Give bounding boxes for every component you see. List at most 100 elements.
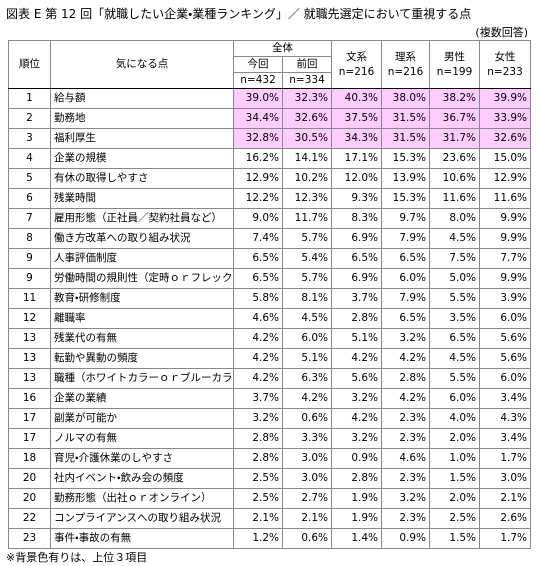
value-cell: 32.8% xyxy=(233,128,283,149)
value-cell: 23.6% xyxy=(429,148,480,169)
table-row: 20 勤務形態（出社ｏｒオンライン） 2.5% 2.7% 1.9% 3.2% 2.0% 2.1… xyxy=(8,488,531,509)
value-cell: 2.0% xyxy=(429,488,480,509)
table-row: 9 人事評価制度 6.5% 5.4% 6.5% 6.5% 7.5% 7.7% xyxy=(8,248,531,269)
table-body: 1 給与額 39.0% 32.3% 40.3% 38.0% 38.2% 39.9% 2 勤務地 34… xyxy=(8,88,531,549)
value-cell: 3.2% xyxy=(381,328,430,349)
column-n: n=216 xyxy=(387,65,424,78)
value-cell: 7.9% xyxy=(381,228,430,249)
value-cell: 5.1% xyxy=(331,328,382,349)
table-row: 22 コンプライアンスへの取り組み状況 2.1% 2.1% 1.9% 2.3% 2.5% 2.… xyxy=(8,508,531,529)
item-cell: 人事評価制度 xyxy=(50,248,234,269)
table-row: 23 事件・事故の有無 1.2% 0.6% 1.4% 0.9% 1.5% 1.7% xyxy=(8,528,531,549)
value-cell: 6.0% xyxy=(479,368,531,389)
value-cell: 1.9% xyxy=(331,488,382,509)
value-cell: 4.2% xyxy=(381,348,430,369)
rank-cell: 9 xyxy=(8,248,51,269)
value-cell: 2.1% xyxy=(479,488,531,509)
column-n: n=233 xyxy=(487,65,523,78)
rank-cell: 13 xyxy=(8,368,51,389)
table-row: 3 福利厚生 32.8% 30.5% 34.3% 31.5% 31.7% 32.6% xyxy=(8,128,531,149)
value-cell: 1.7% xyxy=(479,528,531,549)
value-cell: 0.6% xyxy=(282,528,332,549)
value-cell: 7.7% xyxy=(479,248,531,269)
value-cell: 1.5% xyxy=(429,468,480,489)
table-row: 12 離職率 4.6% 4.5% 2.8% 6.5% 3.5% 6.0% xyxy=(8,308,531,329)
value-cell: 3.7% xyxy=(331,288,382,309)
value-cell: 38.0% xyxy=(381,88,430,109)
header-cell: 男性 n=199 xyxy=(429,40,480,89)
value-cell: 6.5% xyxy=(233,268,283,289)
value-cell: 15.0% xyxy=(479,148,531,169)
value-cell: 2.3% xyxy=(381,468,430,489)
value-cell: 36.7% xyxy=(429,108,480,129)
value-cell: 34.3% xyxy=(331,128,382,149)
value-cell: 12.3% xyxy=(282,188,332,209)
value-cell: 32.6% xyxy=(479,128,531,149)
header-cell: 今回 xyxy=(233,56,283,73)
value-cell: 0.6% xyxy=(282,408,332,429)
value-cell: 30.5% xyxy=(282,128,332,149)
value-cell: 1.4% xyxy=(331,528,382,549)
table-row: 17 副業が可能か 3.2% 0.6% 4.2% 2.3% 4.0% 4.3% xyxy=(8,408,531,429)
header-cell: 理系 n=216 xyxy=(381,40,430,89)
value-cell: 11.6% xyxy=(429,188,480,209)
rank-cell: 20 xyxy=(8,468,51,489)
value-cell: 32.6% xyxy=(282,108,332,129)
item-cell: 残業時間 xyxy=(50,188,234,209)
value-cell: 5.5% xyxy=(429,368,480,389)
value-cell: 3.5% xyxy=(429,308,480,329)
value-cell: 1.9% xyxy=(331,508,382,529)
value-cell: 4.2% xyxy=(233,328,283,349)
header-cell: 文系 n=216 xyxy=(331,40,382,89)
value-cell: 13.9% xyxy=(381,168,430,189)
value-cell: 10.2% xyxy=(282,168,332,189)
item-cell: 転勤や異動の頻度 xyxy=(50,348,234,369)
value-cell: 3.7% xyxy=(233,388,283,409)
table-row: 1 給与額 39.0% 32.3% 40.3% 38.0% 38.2% 39.9% xyxy=(8,88,531,109)
table-row: 5 有休の取得しやすさ 12.9% 10.2% 12.0% 13.9% 10.6% 12.9% xyxy=(8,168,531,189)
value-cell: 5.1% xyxy=(282,348,332,369)
value-cell: 2.7% xyxy=(282,488,332,509)
value-cell: 2.8% xyxy=(331,468,382,489)
value-cell: 6.9% xyxy=(331,228,382,249)
value-cell: 5.0% xyxy=(429,268,480,289)
value-cell: 6.0% xyxy=(429,388,480,409)
value-cell: 15.3% xyxy=(381,148,430,169)
value-cell: 5.7% xyxy=(282,228,332,249)
table-row: 13 残業代の有無 4.2% 6.0% 5.1% 3.2% 6.5% 5.6% xyxy=(8,328,531,349)
value-cell: 1.2% xyxy=(233,528,283,549)
value-cell: 3.0% xyxy=(282,448,332,469)
value-cell: 16.2% xyxy=(233,148,283,169)
value-cell: 5.6% xyxy=(331,368,382,389)
item-cell: 有休の取得しやすさ xyxy=(50,168,234,189)
value-cell: 6.5% xyxy=(429,328,480,349)
value-cell: 40.3% xyxy=(331,88,382,109)
value-cell: 11.7% xyxy=(282,208,332,229)
value-cell: 5.8% xyxy=(233,288,283,309)
value-cell: 2.3% xyxy=(381,408,430,429)
value-cell: 31.7% xyxy=(429,128,480,149)
title: 図表 E 第 12 回「就職したい企業・業種ランキング」／ 就職先選定において重… xyxy=(6,7,472,21)
value-cell: 11.6% xyxy=(479,188,531,209)
value-cell: 2.8% xyxy=(233,448,283,469)
item-cell: 事件・事故の有無 xyxy=(50,528,234,549)
rank-cell: 11 xyxy=(8,288,51,309)
header-cell: 気になる点 xyxy=(50,40,234,89)
value-cell: 2.8% xyxy=(233,428,283,449)
value-cell: 6.5% xyxy=(331,248,382,269)
value-cell: 5.6% xyxy=(479,328,531,349)
value-cell: 4.2% xyxy=(331,348,382,369)
item-cell: 教育・研修制度 xyxy=(50,288,234,309)
header-row: 順位 気になる点 全体 文系 n=216 理系 n=216 男性 n=199 女性 n=233 xyxy=(8,40,531,89)
value-cell: 3.2% xyxy=(233,408,283,429)
value-cell: 4.6% xyxy=(381,448,430,469)
table-row: 7 雇用形態（正社員／契約社員など） 9.0% 11.7% 8.3% 9.7% 8.0% 9.… xyxy=(8,208,531,229)
value-cell: 6.3% xyxy=(282,368,332,389)
value-cell: 12.9% xyxy=(233,168,283,189)
value-cell: 3.4% xyxy=(479,428,531,449)
item-cell: 副業が可能か xyxy=(50,408,234,429)
column-label: 男性 xyxy=(444,50,465,63)
rank-cell: 17 xyxy=(8,408,51,429)
item-cell: コンプライアンスへの取り組み状況 xyxy=(50,508,234,529)
table-row: 17 ノルマの有無 2.8% 3.3% 3.2% 2.3% 2.0% 3.4% xyxy=(8,428,531,449)
